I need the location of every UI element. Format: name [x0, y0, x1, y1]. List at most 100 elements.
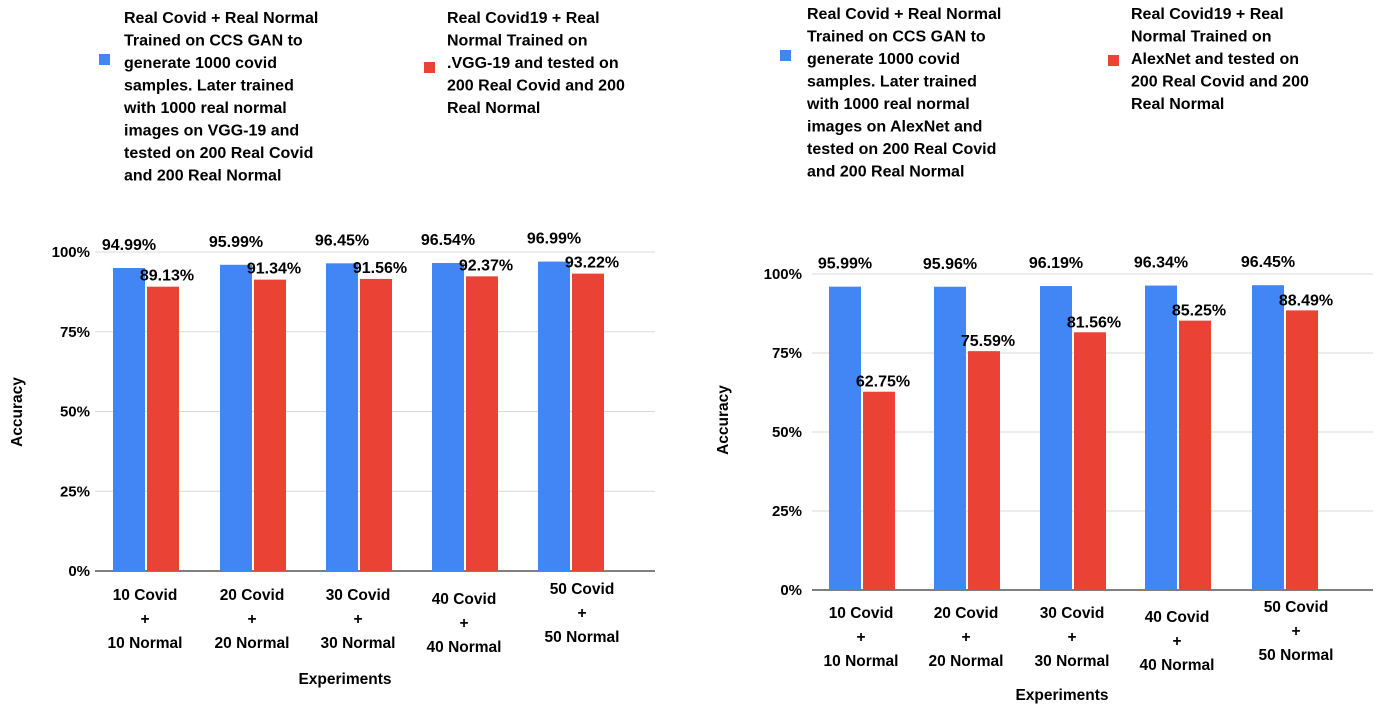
y-tick-label: 75%: [60, 324, 90, 341]
legend-label: and 200 Real Normal: [124, 168, 281, 185]
legend-marker: [1108, 55, 1119, 66]
legend-label: Real Covid + Real Normal: [124, 10, 318, 27]
legend-marker: [99, 54, 110, 65]
legend-label: .VGG-19 and tested on: [447, 55, 619, 72]
legend-label: 200 Real Covid and 200: [447, 78, 625, 95]
legend-label: images on AlexNet and: [807, 119, 982, 136]
y-axis-title: Accuracy: [715, 385, 732, 455]
y-tick-label: 0%: [68, 563, 90, 580]
category-label: +: [353, 611, 362, 628]
category-label: 40 Covid: [1145, 609, 1210, 626]
y-tick-label: 75%: [772, 345, 802, 362]
category-label: +: [1291, 623, 1300, 640]
legend-label: Real Covid19 + Real: [447, 10, 600, 27]
category-label: +: [577, 605, 586, 622]
category-label: 10 Normal: [108, 635, 183, 652]
x-axis-title: Experiments: [298, 671, 391, 688]
data-label: 96.45%: [1241, 254, 1295, 271]
data-label: 91.34%: [247, 261, 301, 278]
data-label: 94.99%: [102, 237, 156, 254]
category-label: 20 Normal: [215, 635, 290, 652]
bar-series-1: [1252, 285, 1284, 590]
category-label: 50 Covid: [1264, 599, 1329, 616]
data-label: 96.54%: [421, 232, 475, 249]
legend-label: Real Covid + Real Normal: [807, 6, 1001, 23]
category-label: +: [1067, 629, 1076, 646]
category-label: 20 Normal: [929, 653, 1004, 670]
legend-label: Real Normal: [1131, 96, 1224, 113]
bar-series-1: [432, 263, 464, 571]
legend-label: samples. Later trained: [807, 74, 977, 91]
y-axis-title: Accuracy: [9, 377, 26, 447]
bar-series-2: [147, 286, 179, 571]
bar-series-2: [1179, 320, 1211, 590]
legend-label: 200 Real Covid and 200: [1131, 74, 1309, 91]
bar-series-2: [360, 278, 392, 571]
category-label: 50 Normal: [545, 629, 620, 646]
legend-label: Trained on CCS GAN to: [124, 33, 303, 50]
bar-series-1: [220, 264, 252, 571]
category-label: 50 Covid: [550, 581, 615, 598]
bar-series-1: [326, 263, 358, 571]
data-label: 93.22%: [565, 255, 619, 272]
bar-series-1: [829, 286, 861, 590]
y-tick-label: 25%: [60, 483, 90, 500]
data-label: 92.37%: [459, 257, 513, 274]
y-tick-label: 0%: [780, 582, 802, 599]
legend-marker: [424, 62, 435, 73]
category-label: +: [1172, 633, 1181, 650]
legend-label: Real Normal: [447, 100, 540, 117]
legend-label: Normal Trained on: [447, 33, 587, 50]
legend-label: tested on 200 Real Covid: [807, 141, 996, 158]
data-label: 95.96%: [923, 256, 977, 273]
data-label: 96.34%: [1134, 255, 1188, 272]
chart-1: 0% 25% 50% 75% 100% 94.99% 95.99% 96.45% 96.54% 9…: [9, 10, 655, 688]
category-label: 30 Covid: [326, 587, 391, 604]
data-label: 89.13%: [140, 268, 194, 285]
y-tick-label: 50%: [772, 424, 802, 441]
category-label: +: [856, 629, 865, 646]
category-label: 10 Normal: [824, 653, 899, 670]
y-tick-label: 100%: [52, 244, 90, 261]
bar-series-2: [863, 391, 895, 590]
bar-series-2: [1074, 332, 1106, 590]
category-label: +: [140, 611, 149, 628]
bar-series-1: [1040, 286, 1072, 590]
data-label: 96.99%: [527, 231, 581, 248]
y-tick-label: 25%: [772, 503, 802, 520]
legend-label: generate 1000 covid: [124, 55, 277, 72]
bar-series-1: [538, 261, 570, 571]
y-tick-label: 100%: [764, 266, 802, 283]
data-label: 81.56%: [1067, 314, 1121, 331]
bar-series-2: [1286, 310, 1318, 590]
legend-label: tested on 200 Real Covid: [124, 145, 313, 162]
y-tick-label: 50%: [60, 404, 90, 421]
legend-label: with 1000 real normal: [123, 100, 287, 117]
x-axis-title: Experiments: [1015, 687, 1108, 704]
bar-series-1: [1145, 285, 1177, 590]
legend-label: with 1000 real normal: [806, 96, 970, 113]
bar-series-1: [934, 286, 966, 590]
data-label: 91.56%: [353, 260, 407, 277]
category-label: 20 Covid: [934, 605, 999, 622]
legend-label: and 200 Real Normal: [807, 164, 964, 181]
legend-label: AlexNet and tested on: [1131, 51, 1299, 68]
bar-series-2: [466, 276, 498, 571]
category-label: 50 Normal: [1259, 647, 1334, 664]
data-label: 85.25%: [1172, 303, 1226, 320]
category-label: +: [459, 615, 468, 632]
chart-2: 0% 25% 50% 75% 100% 95.99% 95.96% 96.19% 96.34% 9…: [715, 6, 1373, 704]
category-label: 30 Normal: [1035, 653, 1110, 670]
category-label: 10 Covid: [829, 605, 894, 622]
data-label: 62.75%: [856, 374, 910, 391]
data-label: 95.99%: [209, 234, 263, 251]
bar-series-2: [254, 279, 286, 571]
legend-label: Trained on CCS GAN to: [807, 29, 986, 46]
data-label: 96.45%: [315, 232, 369, 249]
legend-label: Normal Trained on: [1131, 29, 1271, 46]
category-label: 10 Covid: [113, 587, 178, 604]
legend-label: generate 1000 covid: [807, 51, 960, 68]
legend-marker: [780, 50, 791, 61]
bar-series-2: [572, 273, 604, 571]
